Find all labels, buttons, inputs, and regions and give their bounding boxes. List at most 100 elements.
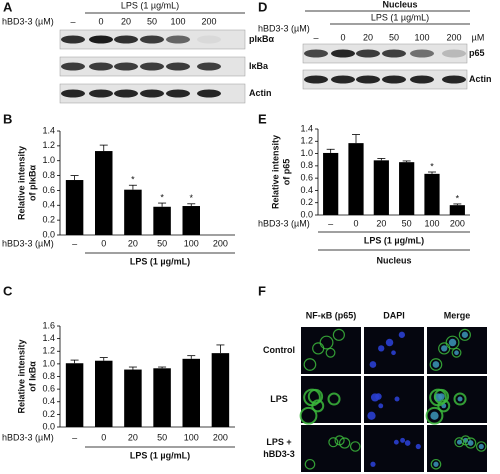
blot-row-label: IκBa	[249, 61, 269, 71]
blot-band	[114, 62, 138, 71]
y-axis-label: of pIκBα	[27, 165, 37, 202]
blot-band	[304, 49, 328, 58]
x-tick-label: 50	[157, 432, 167, 442]
x-prefix: hBD3-3 (µM)	[2, 432, 54, 442]
panel-letter: C	[3, 283, 13, 298]
y-tick-label: 1.0	[42, 155, 55, 165]
cell-nucleus	[393, 439, 399, 445]
blot-group-label: LPS (1 µg/mL)	[121, 0, 179, 10]
bar	[399, 162, 415, 215]
cell-nucleus	[378, 403, 384, 409]
y-tick-label: 1.6	[42, 320, 55, 330]
row-label: LPS	[270, 394, 288, 404]
blot-band	[140, 62, 164, 71]
cell-nucleus	[391, 350, 396, 356]
x-tick-label: 50	[402, 218, 412, 228]
x-tick-label: 20	[376, 218, 386, 228]
x-tick-label: 0	[353, 218, 358, 228]
blot-band	[114, 35, 138, 44]
blot-band	[61, 35, 85, 44]
micrograph	[301, 425, 361, 472]
blot-row-label: p65	[469, 48, 485, 58]
y-tick-label: 0.2	[42, 409, 55, 419]
x-prefix: hBD3-3 (µM)	[258, 218, 310, 228]
y-tick-label: 0.4	[300, 185, 313, 195]
y-tick-label: 0.6	[300, 173, 313, 183]
blot-band	[331, 75, 355, 84]
cell-green	[325, 347, 336, 358]
x-tick-label: 0	[101, 432, 106, 442]
cell-green	[307, 388, 324, 405]
bar	[65, 180, 84, 235]
lane-label: –	[70, 16, 75, 26]
cell-nucleus	[370, 461, 376, 467]
blot-band	[410, 49, 434, 58]
bar	[211, 353, 230, 427]
cell-nucleus	[456, 439, 462, 445]
blot-band	[114, 89, 138, 98]
cell-nucleus	[448, 338, 457, 347]
cell-green	[475, 441, 487, 452]
x-tick-label: 20	[128, 432, 138, 442]
bar	[323, 152, 339, 215]
blot-band	[166, 35, 190, 44]
significance-mark: *	[189, 193, 193, 203]
x-tick-label: 200	[213, 432, 228, 442]
cell-green	[429, 358, 443, 371]
cell-nucleus	[400, 437, 406, 443]
lane-label: 100	[414, 32, 429, 42]
y-tick-label: 0.0	[42, 421, 55, 431]
blot-band	[197, 35, 221, 44]
y-axis-label: of IκBα	[27, 361, 37, 392]
lane-label: 50	[389, 32, 399, 42]
blot-band	[304, 75, 328, 84]
bar	[182, 206, 200, 235]
blot-row-label: Actin	[469, 74, 492, 84]
bar	[65, 363, 84, 427]
significance-mark: *	[430, 161, 434, 171]
significance-mark: *	[131, 175, 135, 185]
lane-label: 0	[98, 16, 103, 26]
cell-nucleus	[438, 393, 445, 400]
x-tick-label: –	[72, 238, 77, 248]
row-label: hBD3-3	[263, 449, 295, 459]
y-tick-label: 0.4	[42, 200, 55, 210]
blot-band	[61, 89, 85, 98]
cell-nucleus	[467, 440, 474, 446]
x-tick-label: 200	[450, 218, 465, 228]
bar	[124, 369, 142, 427]
panel-letter: B	[3, 111, 12, 126]
lane-unit: µM	[472, 32, 485, 42]
panel-letter: E	[258, 111, 267, 126]
row-label: Control	[263, 345, 295, 355]
micrograph	[301, 327, 361, 374]
cell-green	[303, 358, 317, 371]
cell-green	[319, 335, 334, 350]
cell-nucleus	[461, 331, 469, 338]
cell-green	[430, 458, 442, 470]
cell-green	[349, 441, 361, 452]
group-label: LPS (1 µg/mL)	[364, 235, 424, 245]
lane-label: 20	[363, 32, 373, 42]
column-label: NF-κB (p65)	[306, 310, 357, 320]
x-tick-label: 20	[128, 238, 138, 248]
y-tick-label: 0.0	[300, 209, 313, 219]
cell-green	[303, 388, 321, 407]
cell-green	[464, 437, 477, 449]
cell-nucleus	[375, 393, 382, 400]
y-axis-label: Relative intensity	[16, 146, 26, 220]
lane-label: 200	[201, 16, 216, 26]
y-tick-label: 1.0	[42, 358, 55, 368]
x-tick-label: 100	[184, 432, 199, 442]
cell-nucleus	[432, 361, 440, 368]
blot-row-label: pIκBα	[249, 34, 275, 44]
cell-green	[327, 392, 341, 406]
cell-nucleus	[454, 350, 459, 356]
cell-green	[429, 388, 447, 407]
cell-green	[458, 328, 471, 341]
bar	[153, 368, 171, 427]
y-tick-label: 0.6	[42, 185, 55, 195]
x-tick-label: 200	[213, 238, 228, 248]
cell-nucleus	[398, 331, 406, 338]
lane-label: 100	[170, 16, 185, 26]
